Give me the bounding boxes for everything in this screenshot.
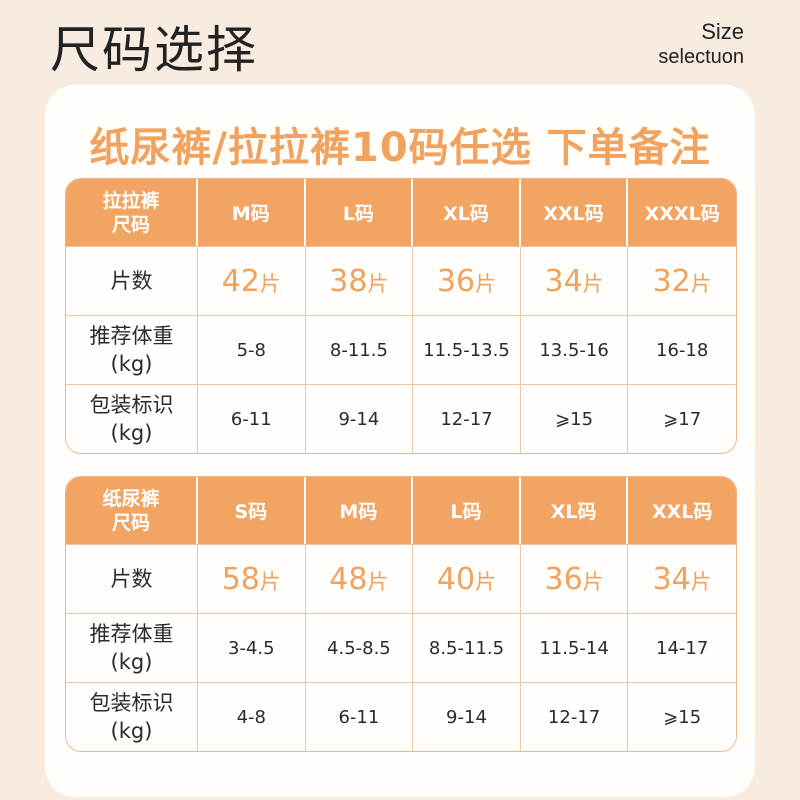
size-header: M码	[305, 477, 414, 544]
pack-cell: 12-17	[413, 384, 521, 453]
corner-line1: 拉拉裤	[102, 189, 160, 212]
count-cell: 48片	[305, 544, 414, 613]
diaper-size-table: 纸尿裤 尺码 S码 M码 L码 XL码 XXL码 片数 58片 48片 40片 …	[65, 476, 737, 752]
weight-cell: 5-8	[198, 315, 306, 384]
weight-label-line1: 推荐体重	[89, 622, 174, 646]
pack-cell: 6-11	[305, 682, 414, 751]
count-number: 40	[436, 561, 476, 597]
pack-label-row: 包装标识 (kg) 4-8 6-11 9-14 12-17 ⩾15	[66, 682, 736, 751]
count-cell: 42片	[198, 246, 306, 315]
size-header: XXL码	[628, 477, 736, 544]
table-header-row: 拉拉裤 尺码 M码 L码 XL码 XXL码 XXXL码	[66, 179, 736, 246]
weight-label-line2: (kg)	[110, 352, 153, 376]
count-number: 36	[436, 263, 476, 299]
pack-row-label: 包装标识 (kg)	[66, 682, 198, 751]
table-corner-header: 拉拉裤 尺码	[66, 179, 198, 246]
count-cell: 58片	[198, 544, 306, 613]
pack-cell: ⩾15	[520, 384, 629, 453]
weight-cell: 16-18	[628, 315, 736, 384]
count-number: 34	[652, 561, 691, 597]
weight-cell: 13.5-16	[520, 315, 629, 384]
count-row-label: 片数	[66, 246, 198, 315]
count-unit: 片	[582, 271, 604, 296]
pack-label-line2: (kg)	[110, 719, 153, 743]
corner-line2: 尺码	[111, 213, 150, 236]
count-unit: 片	[475, 569, 497, 594]
pack-label-row: 包装标识 (kg) 6-11 9-14 12-17 ⩾15 ⩾17	[66, 384, 736, 453]
count-number: 42	[221, 263, 260, 299]
count-cell: 32片	[628, 246, 736, 315]
count-cell: 40片	[413, 544, 521, 613]
size-label-line1: Size	[701, 19, 744, 44]
count-unit: 片	[475, 271, 497, 296]
size-header: XXXL码	[628, 179, 736, 246]
count-unit: 片	[367, 569, 389, 594]
count-cell: 34片	[628, 544, 736, 613]
count-unit: 片	[259, 569, 281, 594]
weight-row-label: 推荐体重 (kg)	[66, 613, 198, 682]
count-number: 48	[329, 561, 368, 597]
table-header-row: 纸尿裤 尺码 S码 M码 L码 XL码 XXL码	[66, 477, 736, 544]
weight-cell: 11.5-13.5	[413, 315, 521, 384]
count-cell: 34片	[520, 246, 629, 315]
pack-cell: ⩾15	[628, 682, 736, 751]
count-unit: 片	[690, 569, 712, 594]
count-unit: 片	[690, 271, 712, 296]
size-header: S码	[198, 477, 306, 544]
card-headline: 纸尿裤/拉拉裤10码任选 下单备注	[89, 125, 711, 171]
weight-cell: 14-17	[628, 613, 736, 682]
weight-cell: 8.5-11.5	[413, 613, 521, 682]
pack-cell: 4-8	[198, 682, 306, 751]
count-row-label: 片数	[66, 544, 198, 613]
pack-cell: ⩾17	[628, 384, 736, 453]
pullup-size-table: 拉拉裤 尺码 M码 L码 XL码 XXL码 XXXL码 片数 42片 38片 3…	[65, 178, 737, 454]
count-unit: 片	[367, 271, 389, 296]
pack-row-label: 包装标识 (kg)	[66, 384, 198, 453]
corner-line1: 纸尿裤	[102, 487, 160, 510]
count-cell: 36片	[520, 544, 629, 613]
weight-cell: 11.5-14	[520, 613, 629, 682]
weight-label-line1: 推荐体重	[89, 324, 174, 348]
table-corner-header: 纸尿裤 尺码	[66, 477, 198, 544]
count-number: 34	[544, 263, 583, 299]
size-header: L码	[305, 179, 414, 246]
pack-cell: 6-11	[198, 384, 306, 453]
size-header: M码	[198, 179, 306, 246]
size-selection-label: Size selectuon	[658, 20, 744, 70]
count-number: 38	[329, 263, 368, 299]
weight-row-label: 推荐体重 (kg)	[66, 315, 198, 384]
pack-cell: 9-14	[413, 682, 521, 751]
weight-row: 推荐体重 (kg) 3-4.5 4.5-8.5 8.5-11.5 11.5-14…	[66, 613, 736, 682]
page-title: 尺码选择	[50, 21, 258, 79]
count-unit: 片	[582, 569, 604, 594]
pack-cell: 12-17	[520, 682, 629, 751]
count-row: 片数 42片 38片 36片 34片 32片	[66, 246, 736, 315]
count-unit: 片	[259, 271, 281, 296]
pack-label-line1: 包装标识	[89, 691, 174, 715]
size-label-line2: selectuon	[658, 46, 744, 68]
weight-cell: 8-11.5	[305, 315, 414, 384]
pack-cell: 9-14	[305, 384, 414, 453]
count-cell: 36片	[413, 246, 521, 315]
count-number: 32	[652, 263, 691, 299]
pack-label-line2: (kg)	[110, 421, 153, 445]
size-header: XL码	[520, 477, 629, 544]
count-number: 36	[544, 561, 583, 597]
pack-label-line1: 包装标识	[89, 393, 174, 417]
size-header: XL码	[413, 179, 521, 246]
size-header: L码	[413, 477, 521, 544]
weight-cell: 3-4.5	[198, 613, 306, 682]
size-card: 纸尿裤/拉拉裤10码任选 下单备注 拉拉裤 尺码 M码 L码 XL码 XXL码 …	[45, 85, 755, 797]
weight-row: 推荐体重 (kg) 5-8 8-11.5 11.5-13.5 13.5-16 1…	[66, 315, 736, 384]
corner-line2: 尺码	[111, 511, 150, 534]
count-cell: 38片	[305, 246, 414, 315]
count-row: 片数 58片 48片 40片 36片 34片	[66, 544, 736, 613]
size-header: XXL码	[520, 179, 629, 246]
count-number: 58	[221, 561, 260, 597]
weight-cell: 4.5-8.5	[305, 613, 414, 682]
weight-label-line2: (kg)	[110, 650, 153, 674]
